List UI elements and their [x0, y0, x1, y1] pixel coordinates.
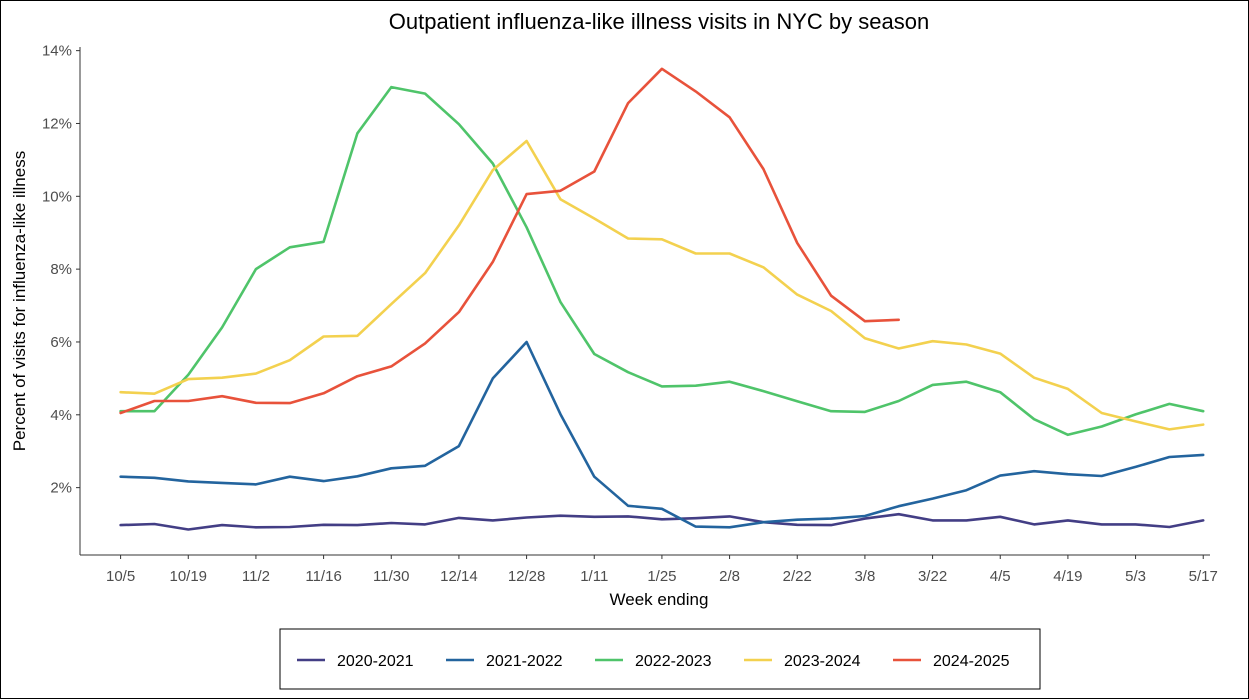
- y-tick-label: 14%: [42, 43, 72, 60]
- x-tick-label: 2/22: [783, 568, 812, 585]
- x-tick-label: 5/3: [1125, 568, 1146, 585]
- y-tick-label: 10%: [42, 188, 72, 205]
- x-tick-label: 11/30: [373, 568, 409, 585]
- x-tick-label: 11/16: [305, 568, 341, 585]
- y-ticks: 2% 4% 6% 8% 10% 12% 14%: [42, 43, 80, 497]
- y-tick-label: 6%: [50, 334, 72, 351]
- x-tick-label: 3/22: [918, 568, 947, 585]
- x-tick-label: 12/28: [508, 568, 546, 585]
- series-line-2022-2023: [119, 85, 1205, 437]
- legend-label: 2022-2023: [635, 653, 712, 670]
- x-tick-label: 10/19: [169, 568, 207, 585]
- series-line-2020-2021: [119, 512, 1205, 531]
- x-axis-title: Week ending: [610, 590, 709, 609]
- series-line-2024-2025: [119, 67, 901, 415]
- legend-label: 2021-2022: [486, 653, 563, 670]
- x-tick-label: 1/25: [647, 568, 676, 585]
- legend-label: 2024-2025: [933, 653, 1010, 670]
- legend-label: 2020-2021: [337, 653, 414, 670]
- legend: 2020-2021 2021-2022 2022-2023 2023-2024 2024…: [279, 628, 1041, 690]
- chart-title: Outpatient influenza-like illness visits…: [389, 9, 929, 34]
- series-line-2023-2024: [119, 139, 1205, 431]
- x-tick-label: 11/2: [242, 568, 270, 585]
- series-line-2021-2022: [119, 340, 1205, 529]
- x-tick-label: 4/19: [1053, 568, 1082, 585]
- x-tick-label: 10/5: [106, 568, 135, 585]
- x-ticks: 10/5 10/19 11/2 11/16 11/30 12/14 12/28 1/11 1/2…: [106, 555, 1218, 585]
- legend-items: 2020-2021 2021-2022 2022-2023 2023-2024 2024…: [297, 653, 1010, 670]
- y-tick-label: 4%: [50, 407, 72, 424]
- legend-label: 2023-2024: [784, 653, 861, 670]
- x-tick-label: 4/5: [990, 568, 1011, 585]
- y-tick-label: 2%: [50, 480, 72, 497]
- x-tick-label: 3/8: [854, 568, 875, 585]
- x-tick-label: 12/14: [440, 568, 478, 585]
- x-tick-label: 2/8: [719, 568, 740, 585]
- y-axis-title: Percent of visits for influenza-like ill…: [10, 151, 29, 451]
- x-tick-label: 5/17: [1189, 568, 1218, 585]
- series-lines: [119, 67, 1205, 531]
- x-tick-label: 1/11: [580, 568, 608, 585]
- y-tick-label: 8%: [50, 261, 72, 278]
- plot-area: 2% 4% 6% 8% 10% 12% 14% 10/5 10/19 11/2 11/16 11/3…: [42, 43, 1218, 585]
- y-tick-label: 12%: [42, 115, 72, 132]
